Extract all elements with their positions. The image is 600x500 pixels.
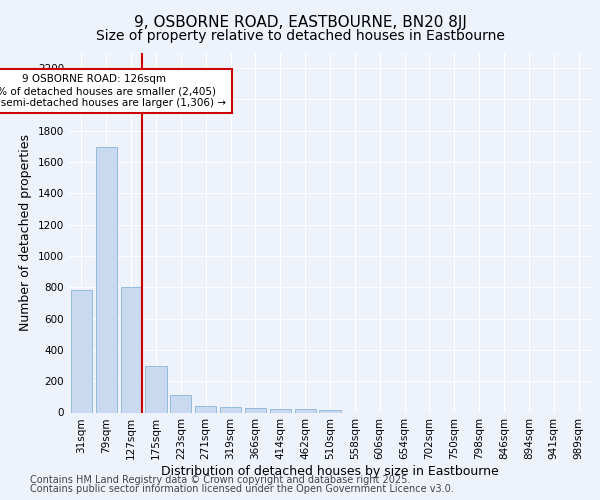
X-axis label: Distribution of detached houses by size in Eastbourne: Distribution of detached houses by size … (161, 465, 499, 478)
Bar (170, 396, 191, 412)
Bar (270, 410, 291, 412)
Bar (295, 410, 316, 412)
Bar (195, 406, 216, 412)
Bar (245, 408, 266, 412)
Text: 9, OSBORNE ROAD, EASTBOURNE, BN20 8JJ: 9, OSBORNE ROAD, EASTBOURNE, BN20 8JJ (134, 15, 466, 30)
Text: 9 OSBORNE ROAD: 126sqm
← 64% of detached houses are smaller (2,405)
35% of semi-: 9 OSBORNE ROAD: 126sqm ← 64% of detached… (0, 74, 226, 108)
Bar (121, 288, 142, 412)
Text: Size of property relative to detached houses in Eastbourne: Size of property relative to detached ho… (95, 29, 505, 43)
Bar (96, 147, 117, 412)
Bar (145, 366, 167, 412)
Text: Contains public sector information licensed under the Open Government Licence v3: Contains public sector information licen… (30, 484, 454, 494)
Bar (319, 410, 341, 412)
Bar (220, 407, 241, 412)
Text: Contains HM Land Registry data © Crown copyright and database right 2025.: Contains HM Land Registry data © Crown c… (30, 475, 410, 485)
Bar (71, 290, 92, 412)
Y-axis label: Number of detached properties: Number of detached properties (19, 134, 32, 331)
